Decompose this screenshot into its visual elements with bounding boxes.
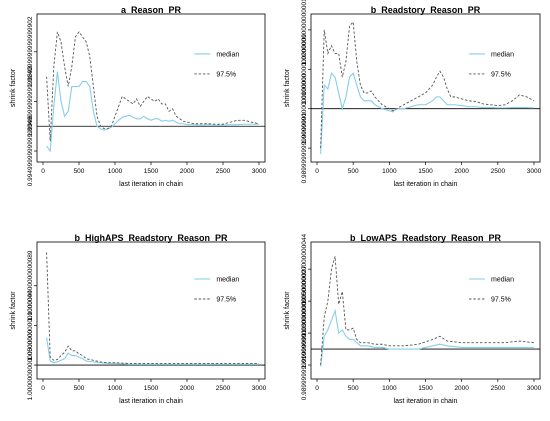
legend-label: median bbox=[216, 276, 239, 283]
chart-title: b_LowAPS_Readstory_Reason_PR bbox=[350, 233, 502, 243]
series-line-median bbox=[46, 337, 259, 365]
x-axis-label: last iteration in chain bbox=[394, 398, 458, 405]
plot-frame bbox=[36, 241, 266, 380]
legend-label: median bbox=[491, 276, 514, 283]
y-tick-label: 1.020000000000000018 bbox=[301, 0, 308, 65]
y-tick-label: 1.010000000000000009 bbox=[301, 34, 308, 105]
legend-label: median bbox=[216, 51, 239, 58]
x-tick-label: 2000 bbox=[180, 385, 195, 392]
x-tick-label: 3000 bbox=[527, 168, 542, 175]
y-tick-label: 1.004999999999999893 bbox=[27, 66, 34, 137]
x-tick-label: 1500 bbox=[144, 168, 159, 175]
plot-frame bbox=[310, 241, 541, 380]
x-tick-label: 1500 bbox=[418, 168, 433, 175]
series-line-median bbox=[320, 308, 534, 367]
x-tick-label: 500 bbox=[348, 385, 359, 392]
x-tick-label: 500 bbox=[74, 385, 85, 392]
y-tick-label: 1.000000000000000000 bbox=[27, 329, 34, 400]
legend-label: 97.5% bbox=[216, 296, 236, 303]
legend-label: 97.5% bbox=[491, 296, 511, 303]
y-tick-label: 1.050000000000000044 bbox=[27, 290, 34, 361]
x-tick-label: 500 bbox=[348, 168, 359, 175]
y-axis-label: shrink factor bbox=[10, 68, 17, 107]
x-tick-label: 1000 bbox=[108, 168, 123, 175]
legend-label: median bbox=[491, 51, 514, 58]
y-tick-label: 0.989999999999999991 bbox=[301, 112, 308, 183]
x-tick-label: 2000 bbox=[454, 385, 469, 392]
x-tick-label: 2000 bbox=[454, 168, 469, 175]
y-tick-label: 1.000000000000000000 bbox=[301, 73, 308, 144]
series-line-q975 bbox=[46, 31, 260, 142]
y-tick-label: 1.010000000000000009 bbox=[301, 297, 308, 368]
x-tick-label: 2500 bbox=[491, 168, 506, 175]
y-tick-label: 0.994999999999999996 bbox=[27, 115, 34, 186]
x-tick-label: 2500 bbox=[216, 168, 231, 175]
x-tick-label: 3000 bbox=[252, 168, 267, 175]
series-line-median bbox=[320, 72, 535, 155]
y-tick-label: 1.030000000000000027 bbox=[301, 265, 308, 336]
x-tick-label: 1000 bbox=[108, 385, 123, 392]
y-tick-label: 1.100000000000000089 bbox=[27, 250, 34, 321]
x-axis-label: last iteration in chain bbox=[119, 398, 183, 405]
legend-label: 97.5% bbox=[491, 71, 511, 78]
series-line-q975 bbox=[46, 252, 259, 364]
y-axis-label: shrink factor bbox=[10, 291, 17, 330]
x-tick-label: 2500 bbox=[216, 385, 231, 392]
plot-frame bbox=[310, 13, 541, 163]
panel-2: b_Readstory_Reason_PR 0 500 1000 1500 2000 250… bbox=[284, 0, 542, 188]
y-axis-label: shrink factor bbox=[284, 291, 291, 330]
legend-label: 97.5% bbox=[216, 71, 236, 78]
panel-1: a_Reason_PR 0 500 1000 1500 2000 2500 3000 0.994… bbox=[10, 5, 267, 188]
x-tick-label: 0 bbox=[41, 168, 45, 175]
chart-title: b_HighAPS_Readstory_Reason_PR bbox=[74, 233, 228, 243]
y-tick-label: 1.050000000000000044 bbox=[301, 234, 308, 305]
x-tick-label: 2500 bbox=[491, 385, 506, 392]
x-tick-label: 1500 bbox=[418, 385, 433, 392]
panel-4: b_LowAPS_Readstory_Reason_PR 0 500 1000 1500… bbox=[284, 233, 542, 405]
x-tick-label: 1500 bbox=[144, 385, 159, 392]
x-tick-label: 0 bbox=[315, 385, 319, 392]
chart-title: b_Readstory_Reason_PR bbox=[371, 5, 481, 15]
x-tick-label: 500 bbox=[74, 168, 85, 175]
x-tick-label: 1000 bbox=[382, 385, 397, 392]
series-line-median bbox=[46, 71, 259, 153]
chart-title: a_Reason_PR bbox=[121, 5, 182, 15]
y-tick-label: 1.014999999999999902 bbox=[27, 16, 34, 87]
x-axis-label: last iteration in chain bbox=[119, 181, 183, 188]
x-tick-label: 1000 bbox=[382, 168, 397, 175]
y-tick-label: 0.989999999999999991 bbox=[301, 329, 308, 400]
x-axis-label: last iteration in chain bbox=[394, 181, 458, 188]
y-axis-label: shrink factor bbox=[284, 68, 291, 107]
x-tick-label: 0 bbox=[315, 168, 319, 175]
x-tick-label: 0 bbox=[41, 385, 45, 392]
x-tick-label: 2000 bbox=[180, 168, 195, 175]
series-line-q975 bbox=[320, 256, 535, 366]
series-line-q975 bbox=[320, 20, 535, 149]
x-tick-label: 3000 bbox=[252, 385, 267, 392]
x-tick-label: 3000 bbox=[527, 385, 542, 392]
panel-3: b_HighAPS_Readstory_Reason_PR 0 500 1000 150… bbox=[10, 233, 267, 405]
